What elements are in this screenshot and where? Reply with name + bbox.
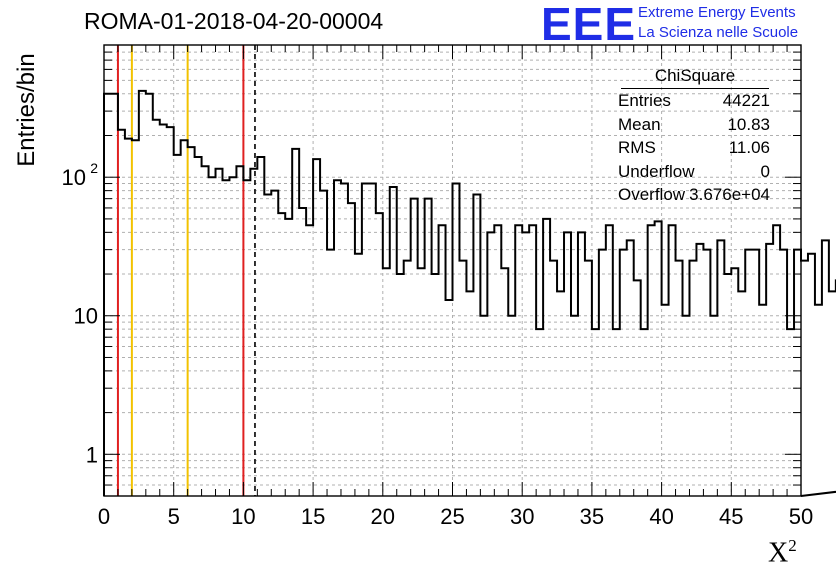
histogram-outline	[103, 89, 836, 497]
stats-box: ChiSquare Entries 44221 Mean 10.83 RMS 11.0…	[611, 66, 779, 209]
x-tick-label: 30	[510, 504, 534, 529]
x-tick-label: 15	[301, 504, 325, 529]
x-tick-label: 10	[231, 504, 255, 529]
x-axis-label-base: X	[768, 537, 789, 569]
stats-row: Underflow 0	[611, 162, 779, 186]
stats-key: RMS	[618, 138, 656, 157]
stats-key: Underflow	[618, 161, 695, 181]
x-tick-label: 5	[168, 504, 180, 529]
y-tick-label: 10	[62, 165, 86, 190]
x-tick-label: 35	[580, 504, 604, 529]
stats-row: Entries 44221	[611, 91, 779, 115]
x-tick-label: 45	[719, 504, 743, 529]
logo-line-2: La Scienza nelle Scuole	[638, 24, 799, 41]
stats-box-title: ChiSquare	[621, 66, 769, 89]
stats-value: 0	[760, 161, 770, 181]
y-axis-label: Entries/bin	[13, 53, 40, 167]
stats-row: Overflow 3.676e+04	[611, 185, 779, 209]
stats-key: Mean	[618, 114, 661, 134]
stats-value: 10.83	[727, 114, 770, 134]
eee-logo: EEE	[541, 0, 637, 50]
x-tick-label: 20	[371, 504, 395, 529]
histogram-title: ROMA-01-2018-04-20-00004	[84, 8, 384, 34]
y-tick-label-exponent: 2	[90, 160, 98, 176]
x-axis-label: X2	[768, 536, 797, 569]
stats-row: RMS 11.06	[611, 138, 779, 162]
y-tick-label: 1	[86, 442, 98, 467]
stats-value: 11.06	[728, 138, 770, 157]
x-tick-label: 40	[649, 504, 673, 529]
x-tick-label: 50	[789, 504, 813, 529]
y-tick-label: 10	[74, 304, 98, 329]
x-tick-label: 25	[440, 504, 464, 529]
stats-value: 44221	[722, 91, 770, 110]
x-tick-label: 0	[98, 504, 110, 529]
stats-row: Mean 10.83	[611, 115, 779, 139]
stats-value: 3.676e+04	[689, 185, 770, 204]
stats-key: Entries	[618, 91, 671, 110]
logo-line-1: Extreme Energy Events	[638, 4, 796, 21]
stats-key: Overflow	[618, 185, 686, 204]
x-axis-label-superscript: 2	[788, 536, 797, 555]
